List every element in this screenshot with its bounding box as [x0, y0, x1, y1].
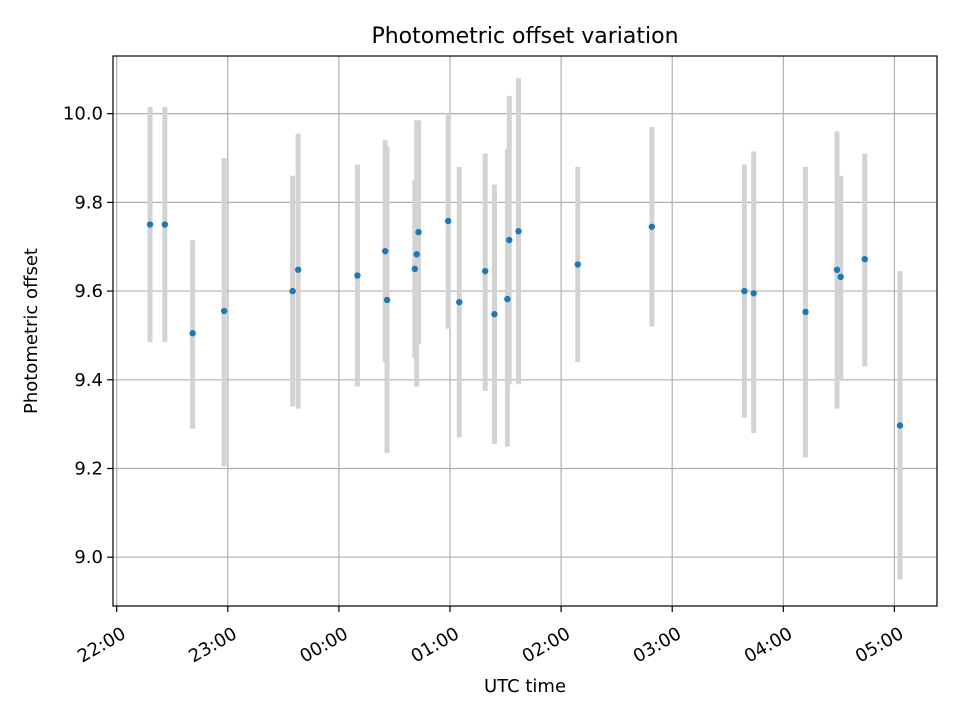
y-tick-label: 9.4	[74, 370, 103, 391]
data-point	[491, 310, 498, 318]
data-point	[456, 298, 463, 306]
data-point	[504, 295, 511, 303]
data-point	[741, 287, 748, 295]
y-tick-label: 10.0	[63, 104, 103, 125]
data-point	[861, 255, 868, 263]
y-tick-label: 9.6	[74, 281, 103, 302]
data-point	[574, 261, 581, 268]
data-point	[415, 228, 422, 236]
y-axis-label: Photometric offset	[21, 248, 42, 414]
data-point	[354, 272, 361, 279]
data-point	[383, 296, 391, 304]
data-point	[294, 266, 302, 273]
data-point	[896, 422, 904, 429]
plot-frame	[112, 55, 938, 607]
data-point	[220, 307, 228, 315]
data-point	[161, 221, 169, 228]
y-axis-ticks: 9.0 9.2 9.4 9.6 9.8 10.0	[63, 104, 113, 568]
y-tick-label: 9.0	[74, 547, 103, 568]
data-point	[444, 217, 452, 225]
data-point	[189, 330, 196, 337]
chart-title: Photometric offset variation	[371, 24, 678, 49]
data-point	[648, 223, 656, 230]
data-point	[413, 251, 420, 258]
y-tick-label: 9.2	[74, 459, 103, 480]
data-point	[802, 308, 809, 316]
data-point	[515, 228, 522, 235]
y-tick-label: 9.8	[74, 192, 103, 213]
data-point	[833, 266, 841, 273]
data-points	[146, 217, 904, 429]
data-point	[837, 273, 844, 281]
x-axis-label: UTC time	[484, 676, 566, 697]
data-point	[146, 221, 154, 228]
data-point	[381, 247, 389, 255]
data-point	[750, 290, 757, 297]
data-point	[411, 265, 419, 273]
data-point	[506, 236, 513, 244]
data-point	[289, 287, 296, 295]
data-point	[481, 267, 489, 275]
grid	[113, 56, 937, 606]
